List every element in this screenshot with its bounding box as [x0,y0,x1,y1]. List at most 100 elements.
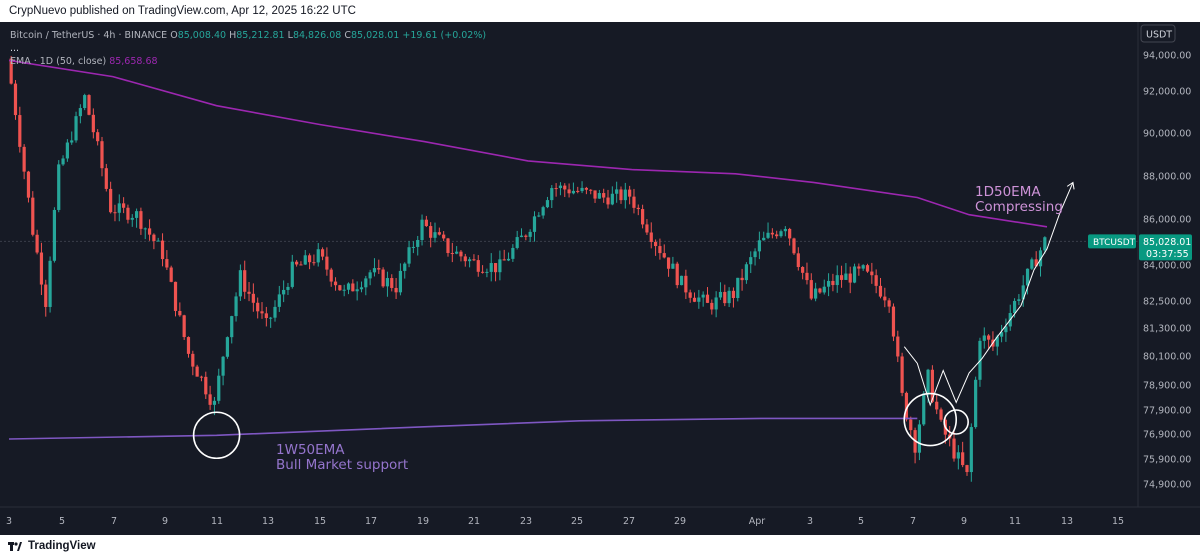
candle-body [87,95,91,115]
candle-body [61,158,65,165]
candle-body [502,259,506,261]
candle-body [801,267,805,273]
candle-body [731,290,736,299]
candle-body [736,277,740,299]
tradingview-logo-icon [8,542,22,551]
candle-body [692,297,697,302]
ema-1w-50-line [8,417,918,440]
candle-body [191,353,195,367]
price-tag-countdown: 03:37:55 [1146,249,1189,260]
candle-body [173,281,178,311]
candle-body [372,268,377,273]
projection-path [903,182,1074,407]
candle-body [831,280,835,286]
price-axis [1138,22,1200,535]
candle-body [156,240,160,242]
candle-body [602,193,606,198]
candle-body [615,189,619,194]
y-tick-label: 81,300.00 [1143,324,1191,335]
candle-body [269,317,273,319]
candle-body [195,366,199,377]
candle-body [887,300,891,307]
legend-dots[interactable]: ... [10,43,20,54]
legend-low: 84,826.08 [292,30,342,41]
candle-body [506,258,511,261]
currency-badge [1140,24,1176,43]
x-tick-label: 13 [1061,516,1073,527]
candle-body [1021,285,1025,300]
candle-body [822,286,826,293]
footer-brand: TradingView [28,540,96,552]
candle-body [264,313,268,319]
candle-body [904,392,909,420]
candle-body [351,283,355,292]
candle-body [727,290,731,304]
x-tick-label: 17 [365,516,377,527]
candle-body [740,277,744,281]
candle-body [31,197,35,235]
candle-body [571,190,576,194]
currency-label: USDT [1146,30,1172,41]
candle-body [818,288,822,293]
candle-body [433,232,437,238]
candle-body [346,283,351,290]
candle-body [766,232,770,238]
candle-body [212,400,217,405]
candle-body [839,275,844,280]
candle-body [671,263,675,269]
candle-body [1030,259,1034,269]
chart-area[interactable]: 1D50EMA Compressing 1W50EMA Bull Market sup… [0,22,1200,535]
candle-body [775,234,779,237]
candle-body [1004,326,1008,333]
legend-l-label: L [287,30,293,41]
candle-body [524,235,528,237]
price-tag [1139,234,1192,261]
candle-body [126,207,130,220]
candle-body [424,219,428,227]
x-tick-label: 21 [468,516,480,527]
annotation-1d50ema-line-1: 1D50EMA [975,184,1041,200]
candle-body [589,189,593,191]
candle-body [303,255,307,265]
candle-body [260,311,264,314]
y-tick-label: 78,900.00 [1143,381,1191,392]
candle-body [485,271,489,273]
candle-body [78,108,82,117]
candle-body [117,203,121,213]
candle-body [814,288,818,299]
candle-body [355,289,359,292]
candle-body [610,193,614,205]
candle-body [567,189,571,194]
legend-ema-row[interactable]: EMA · 1D (50, close) 85,658.68 [10,55,486,68]
candle-body [320,249,325,257]
candle-body [251,293,255,303]
candle-body [44,284,48,307]
candle-body [969,427,973,473]
x-tick-label: Apr [749,516,766,527]
candle-body [956,452,960,459]
candle-body [645,224,649,233]
annotation-1w50ema-line-1: 1W50EMA [276,442,345,458]
candle-body [312,262,316,264]
candle-body [446,238,450,254]
x-tick-label: 29 [674,516,686,527]
candle-body [26,171,31,198]
candle-body [952,438,956,459]
y-tick-label: 82,500.00 [1143,297,1191,308]
candle-body [1034,259,1038,267]
candle-body [632,196,636,208]
candle-body [792,238,796,254]
footer-bar: TradingView [0,535,1200,557]
candle-body [653,241,658,247]
legend-symbol[interactable]: Bitcoin / TetherUS · 4h · BINANCE [10,30,168,41]
candle-body [178,310,182,316]
candle-body [679,275,684,286]
candle-body [550,188,554,201]
candle-body [238,270,242,297]
candle-body [783,228,787,232]
candle-body [199,376,204,378]
x-tick-label: 25 [571,516,583,527]
candle-body [398,270,403,293]
candle-body [160,240,165,260]
